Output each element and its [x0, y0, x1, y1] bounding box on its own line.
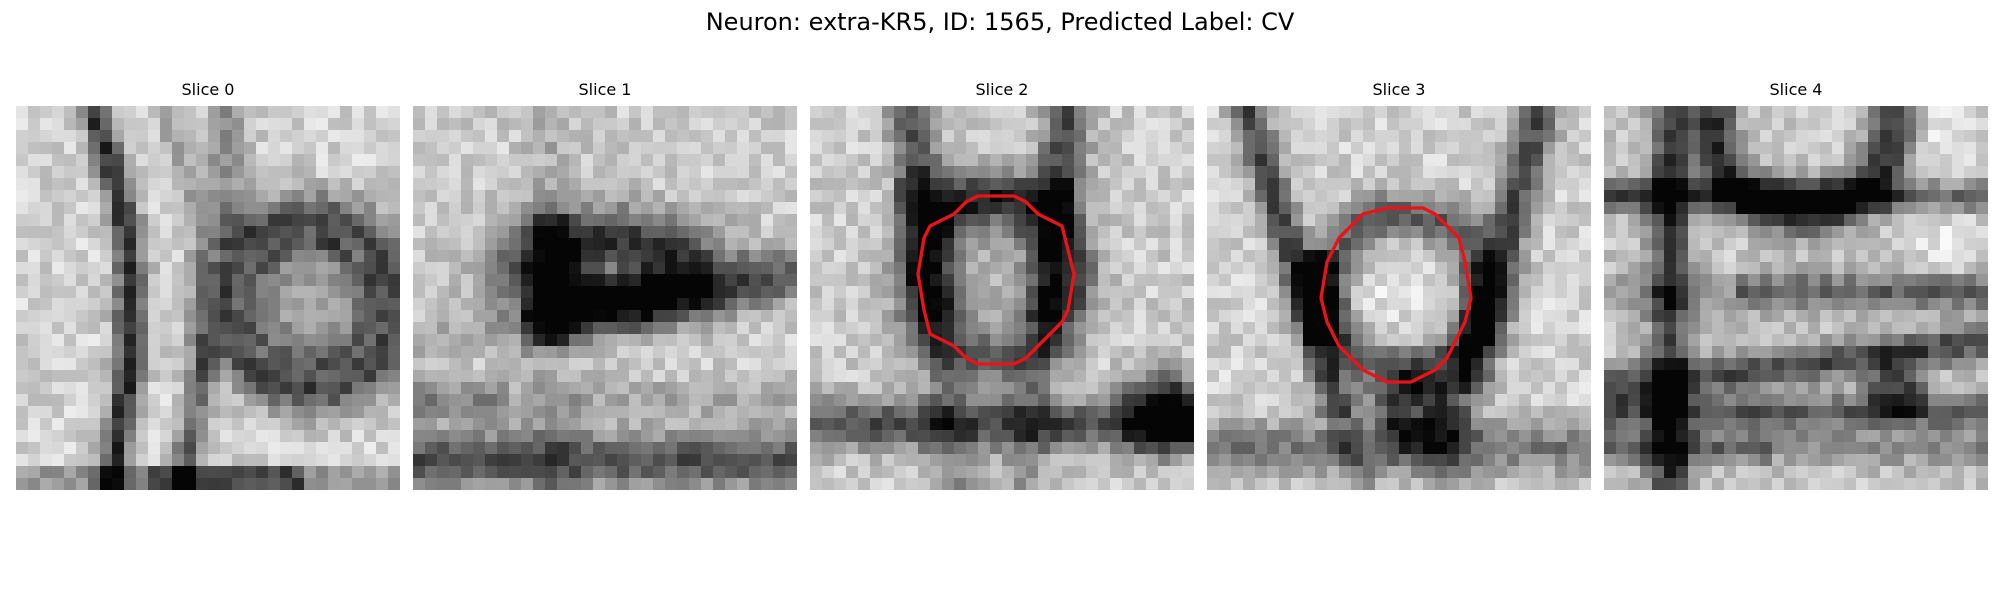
- figure-title: Neuron: extra-KR5, ID: 1565, Predicted L…: [705, 8, 1295, 36]
- slice-panel-2: Slice 2: [810, 80, 1194, 490]
- slice-panel-4: Slice 4: [1604, 80, 1988, 490]
- slice-image-0: [16, 106, 400, 490]
- slice-panel-1: Slice 1: [413, 80, 797, 490]
- slice-image-3: [1207, 106, 1591, 490]
- cell-outline-2: [916, 194, 1076, 366]
- slice-image-4: [1604, 106, 1988, 490]
- slice-panel-0: Slice 0: [16, 80, 400, 490]
- slice-title-2: Slice 2: [975, 80, 1029, 99]
- cell-outline-3: [1319, 206, 1473, 384]
- slice-title-1: Slice 1: [578, 80, 632, 99]
- slice-title-0: Slice 0: [181, 80, 235, 99]
- slice-panel-3: Slice 3: [1207, 80, 1591, 490]
- slice-title-4: Slice 4: [1769, 80, 1823, 99]
- slice-title-3: Slice 3: [1372, 80, 1426, 99]
- slice-image-1: [413, 106, 797, 490]
- slice-image-2: [810, 106, 1194, 490]
